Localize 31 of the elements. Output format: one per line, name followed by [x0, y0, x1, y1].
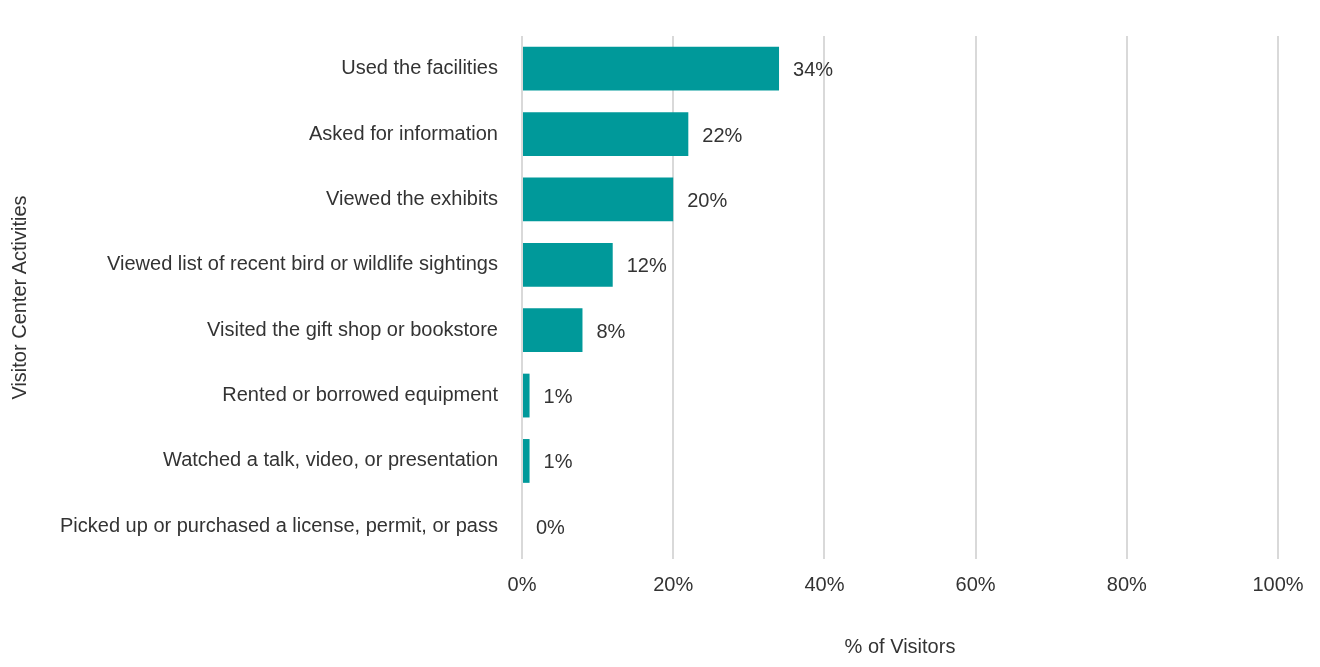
y-tick-label: Used the facilities	[341, 56, 498, 79]
bar	[523, 308, 583, 353]
x-axis-title: % of Visitors	[844, 634, 956, 657]
bar	[523, 439, 530, 483]
bar	[523, 242, 613, 287]
data-label: 22%	[702, 123, 743, 146]
y-tick-label: Watched a talk, video, or presentation	[163, 448, 498, 471]
bar	[523, 112, 689, 156]
data-label: 1%	[543, 450, 573, 473]
x-tick-label: 60%	[955, 572, 996, 595]
data-label: 12%	[626, 254, 667, 277]
bar	[523, 373, 530, 418]
data-label: 1%	[543, 385, 573, 408]
x-tick-label: 80%	[1106, 572, 1148, 595]
x-tick-label: 40%	[804, 572, 845, 595]
x-tick-label: 20%	[653, 572, 694, 595]
x-tick-label: 100%	[1252, 572, 1304, 595]
data-label: 20%	[687, 188, 728, 211]
y-tick-label: Viewed list of recent bird or wildlife sightings	[107, 252, 498, 275]
y-tick-label: Viewed the exhibits	[326, 186, 498, 209]
y-tick-label: Rented or borrowed equipment	[222, 383, 499, 406]
y-axis-title: Visitor Center Activities	[7, 195, 30, 400]
y-tick-label: Asked for information	[309, 121, 498, 144]
bar	[523, 177, 674, 222]
data-label: 34%	[793, 58, 834, 81]
y-tick-label: Visited the gift shop or bookstore	[207, 317, 498, 340]
bar	[523, 46, 780, 91]
data-label: 8%	[596, 319, 626, 342]
data-label: 0%	[536, 515, 566, 538]
y-tick-label: Picked up or purchased a license, permit, or pass	[60, 513, 498, 536]
x-tick-label: 0%	[507, 572, 537, 595]
